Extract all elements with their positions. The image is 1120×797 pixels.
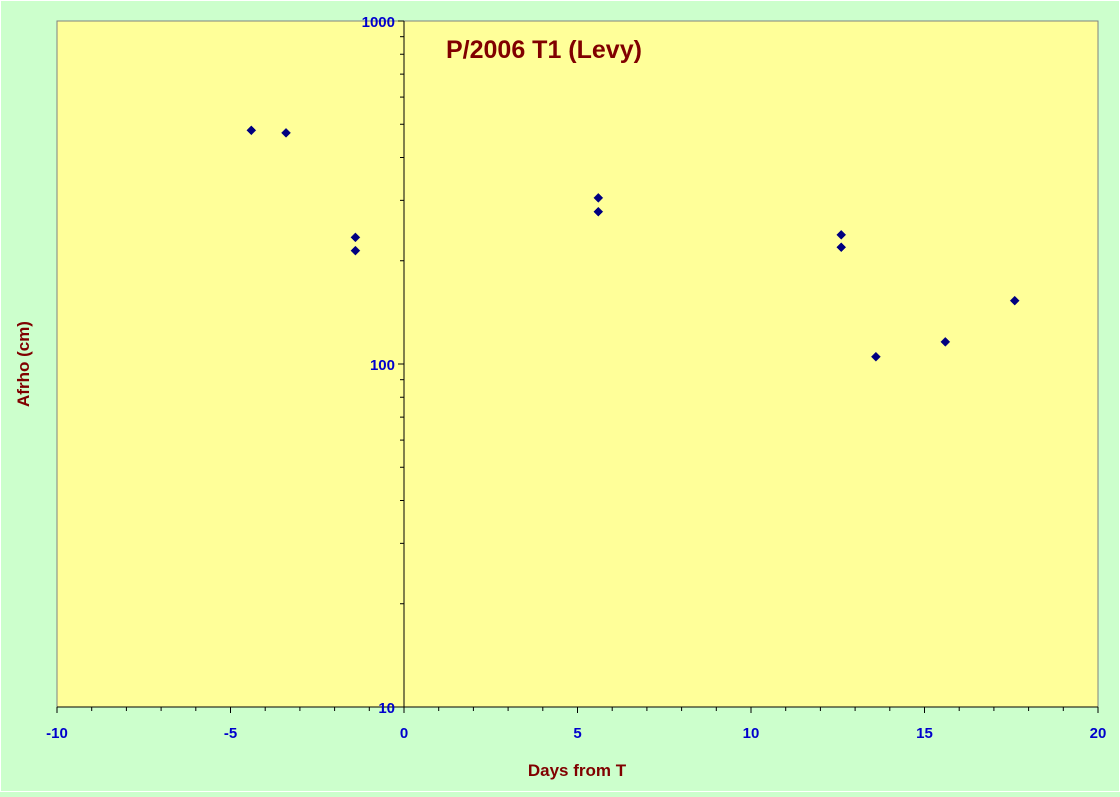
data-point bbox=[836, 229, 847, 240]
data-point bbox=[1009, 295, 1020, 306]
tick-labels: -10 -5 0 5 10 15 20 10 100 1000 bbox=[46, 14, 1106, 742]
x-tick-label: 5 bbox=[573, 725, 581, 742]
x-tick-label: 10 bbox=[743, 725, 760, 742]
data-point bbox=[350, 245, 361, 256]
plot-area bbox=[56, 20, 1099, 708]
data-point bbox=[593, 193, 604, 203]
y-tick-label: 10 bbox=[378, 700, 395, 717]
data-points bbox=[246, 125, 1020, 362]
data-point bbox=[350, 232, 361, 243]
y-tick-label: 100 bbox=[370, 357, 395, 374]
y-tick-label: 1000 bbox=[362, 14, 395, 31]
x-tick-label: -5 bbox=[224, 725, 237, 742]
x-tick-label: -10 bbox=[46, 725, 68, 742]
chart-title: P/2006 T1 (Levy) bbox=[446, 36, 642, 64]
y-axis-title: Afrho (cm) bbox=[14, 321, 33, 407]
data-point bbox=[871, 351, 881, 362]
data-point bbox=[281, 127, 291, 138]
x-axis-title: Days from T bbox=[528, 761, 627, 780]
x-tick-label: 15 bbox=[916, 725, 933, 742]
data-point bbox=[593, 206, 604, 217]
data-point bbox=[246, 125, 257, 136]
x-tick-label: 20 bbox=[1090, 725, 1107, 742]
x-tick-label: 0 bbox=[400, 725, 408, 742]
data-point bbox=[940, 337, 951, 347]
data-point bbox=[836, 242, 847, 253]
ticks bbox=[56, 20, 1099, 713]
